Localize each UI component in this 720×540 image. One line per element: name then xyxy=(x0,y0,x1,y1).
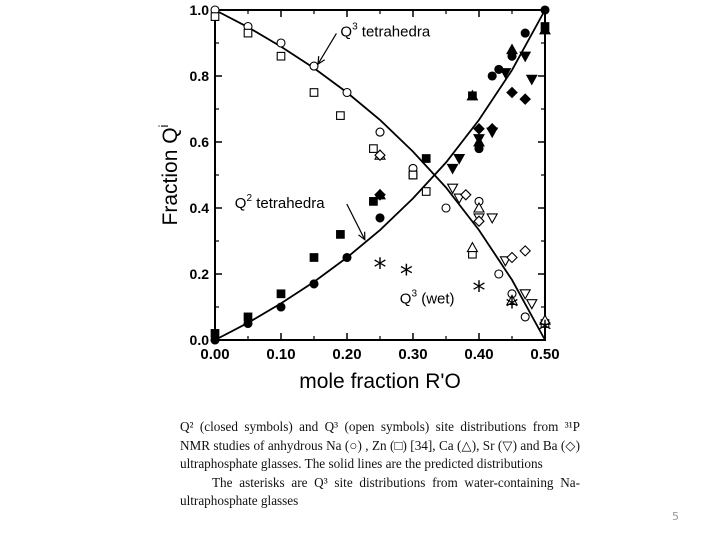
x-tick-label: 0.50 xyxy=(530,346,559,363)
point-sr-q2 xyxy=(525,74,538,86)
point-na-q2 xyxy=(342,252,352,263)
point-na-q3 xyxy=(520,312,530,322)
point-q3-wet: * xyxy=(506,293,519,323)
point-sr-q2 xyxy=(499,68,512,79)
point-sr-q3 xyxy=(525,299,538,310)
point-na-q3 xyxy=(494,269,504,279)
point-ba-q3 xyxy=(473,215,485,227)
annotation-q3-arrow-head xyxy=(317,56,326,66)
point-ba-q2 xyxy=(374,189,386,201)
point-na-q2 xyxy=(276,302,286,312)
point-ca-q2 xyxy=(466,89,479,101)
point-zn-q2 xyxy=(276,289,286,299)
point-ca-q3 xyxy=(539,314,551,325)
point-na-q3 xyxy=(342,87,352,98)
point-ba-q2 xyxy=(506,86,518,99)
annotation-q2-tetrahedra: Q2 tetrahedra xyxy=(235,193,325,212)
point-ca-q3 xyxy=(506,294,518,305)
point-q3-wet: * xyxy=(473,277,486,307)
predicted-line xyxy=(214,9,546,341)
point-ca-q3 xyxy=(466,241,479,253)
point-zn-q3 xyxy=(210,12,220,21)
x-tick-label: 0.40 xyxy=(464,346,493,363)
point-ba-q2 xyxy=(473,123,485,135)
x-tick-label: 0.30 xyxy=(398,346,427,363)
point-zn-q3 xyxy=(421,187,431,196)
annotation-q2-arrow xyxy=(346,203,366,240)
y-tick-label: 0.6 xyxy=(190,134,210,150)
point-q3-wet: * xyxy=(539,316,552,346)
point-sr-q2 xyxy=(519,51,532,63)
point-zn-q3 xyxy=(309,88,319,97)
point-zn-q2 xyxy=(369,197,378,206)
point-zn-q3 xyxy=(369,144,378,153)
x-tick-label: 0.10 xyxy=(266,346,295,363)
y-tick-label: 0.4 xyxy=(190,200,210,216)
point-zn-q2 xyxy=(210,329,220,338)
point-sr-q3 xyxy=(446,183,459,195)
point-ca-q2 xyxy=(539,23,551,35)
point-na-q2 xyxy=(540,5,550,15)
predicted-line xyxy=(214,9,546,341)
point-ba-q3 xyxy=(374,149,386,161)
point-ba-q2 xyxy=(519,93,531,105)
point-sr-q3 xyxy=(519,289,532,300)
annotation-q3-wet: Q3 (wet) xyxy=(400,289,455,308)
annotation-q3-tetrahedra: Q3 tetrahedra xyxy=(340,21,430,40)
y-tick-label: 0.0 xyxy=(190,332,210,348)
x-tick-label: 0.20 xyxy=(332,346,361,363)
annotation-q3-arrow xyxy=(317,33,337,65)
point-ca-q3 xyxy=(473,201,485,213)
y-tick-label: 0.8 xyxy=(190,68,210,84)
point-na-q3 xyxy=(375,127,385,137)
point-ba-q3 xyxy=(519,245,531,257)
y-axis-label: Fraction Qi xyxy=(156,124,182,225)
plot-frame xyxy=(214,9,546,341)
page-number: 5 xyxy=(672,510,679,523)
point-q3-wet: * xyxy=(400,260,413,290)
point-zn-q3 xyxy=(408,170,418,180)
point-zn-q2 xyxy=(336,230,345,239)
figure-caption: Q² (closed symbols) and Q³ (open symbols… xyxy=(180,418,580,511)
point-zn-q3 xyxy=(276,51,286,61)
chart: 0.00 0.10 0.20 0.30 0.40 0.50 0.0 0.2 0.4 0.6 0.8 1… xyxy=(156,2,560,393)
point-na-q3 xyxy=(441,203,451,213)
point-sr-q3 xyxy=(486,213,499,225)
y-tick-label: 1.0 xyxy=(190,2,210,18)
point-zn-q2 xyxy=(243,312,253,322)
point-na-q2 xyxy=(487,71,497,81)
caption-paragraph-1: Q² (closed symbols) and Q³ (open symbols… xyxy=(180,419,580,471)
point-ca-q2 xyxy=(506,43,518,55)
point-sr-q2 xyxy=(453,153,466,165)
y-tick-label: 0.2 xyxy=(190,266,210,282)
point-zn-q2 xyxy=(421,154,431,163)
point-na-q2 xyxy=(375,213,385,223)
point-sr-q2 xyxy=(473,134,485,145)
point-q3-wet: * xyxy=(374,253,387,283)
caption-paragraph-2: The asterisks are Q³ site distributions … xyxy=(180,474,580,509)
point-na-q3 xyxy=(276,38,286,48)
point-na-q3 xyxy=(309,61,319,71)
x-axis-label: mole fraction R'O xyxy=(299,370,461,393)
point-sr-q2 xyxy=(446,163,459,175)
annotation-q2-arrow-head xyxy=(358,231,366,241)
point-na-q2 xyxy=(309,279,319,289)
x-tick-label: 0.00 xyxy=(200,346,229,363)
point-zn-q2 xyxy=(309,253,319,262)
point-zn-q3 xyxy=(336,111,345,120)
point-zn-q3 xyxy=(243,28,253,38)
point-ba-q3 xyxy=(506,251,518,264)
y-axis-label-superscript: i xyxy=(156,124,171,127)
point-ba-q3 xyxy=(460,189,472,201)
point-na-q2 xyxy=(520,28,530,38)
point-ba-q2 xyxy=(486,123,498,135)
